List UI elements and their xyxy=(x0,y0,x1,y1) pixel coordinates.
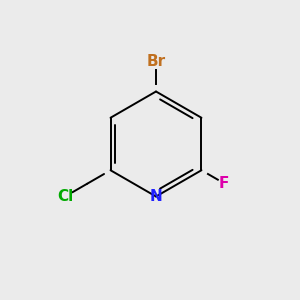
Text: F: F xyxy=(218,176,229,190)
Text: Cl: Cl xyxy=(57,189,73,204)
Text: N: N xyxy=(150,189,162,204)
Text: Br: Br xyxy=(146,54,166,69)
